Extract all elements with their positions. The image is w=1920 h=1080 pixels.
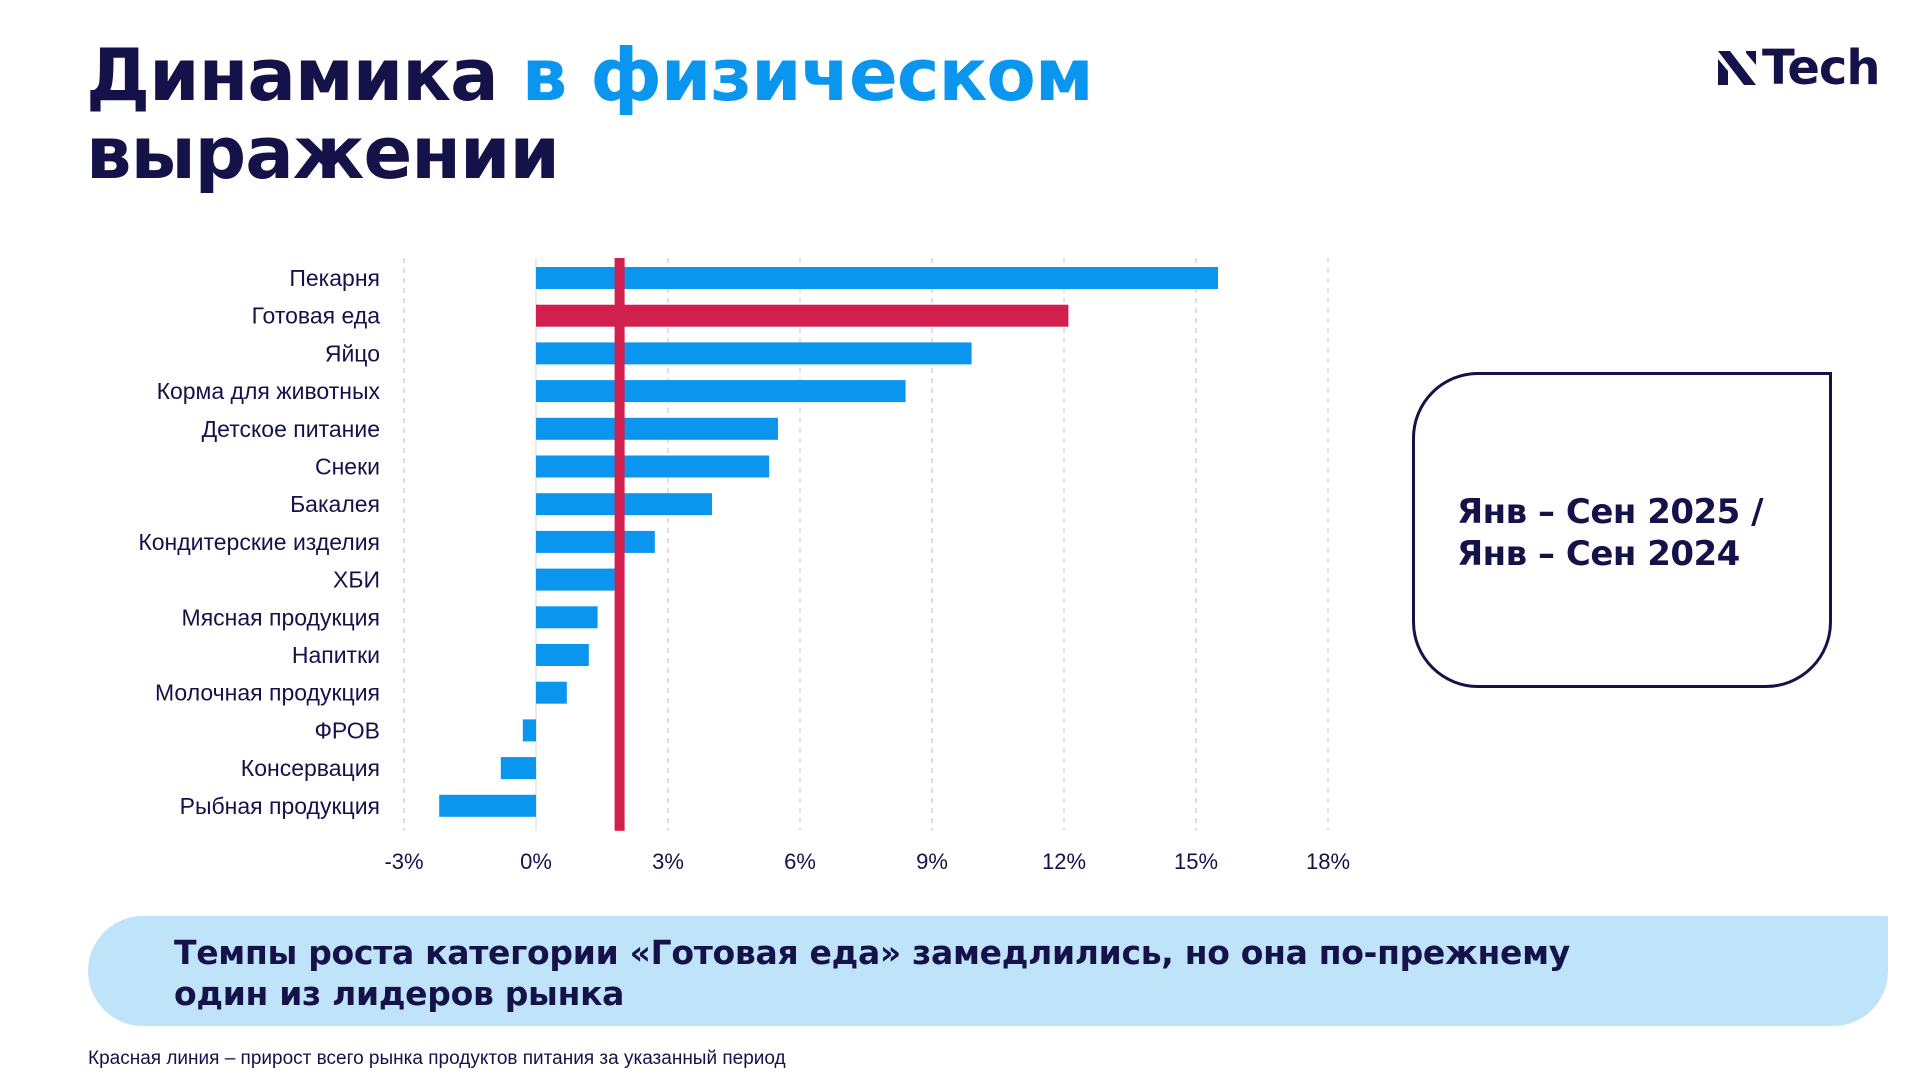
period-line2: Янв – Сен 2024 (1457, 534, 1740, 574)
category-label: Корма для животных (157, 378, 381, 404)
category-label: Напитки (292, 642, 380, 668)
bar (536, 455, 770, 478)
bar (522, 719, 536, 742)
bar (536, 568, 616, 591)
market-growth-line (614, 258, 625, 831)
x-tick-label: 9% (916, 849, 948, 874)
category-label: Мясная продукция (182, 604, 380, 630)
category-label: Рыбная продукция (180, 793, 380, 819)
category-label: Кондитерские изделия (138, 529, 380, 555)
bar (536, 681, 567, 704)
period-line1: Янв – Сен 2025 / (1457, 492, 1764, 532)
banner-line2: один из лидеров рынка (174, 974, 625, 1013)
category-label: Готовая еда (252, 303, 381, 329)
title-part2: в физическом (521, 33, 1094, 117)
x-tick-label: -3% (384, 849, 423, 874)
category-label: Бакалея (290, 491, 380, 517)
bar (536, 267, 1218, 289)
banner-line1: Темпы роста категории «Готовая еда» заме… (174, 933, 1570, 972)
bar (439, 794, 536, 817)
bar (536, 530, 655, 553)
bar (536, 342, 972, 365)
page-title: Динамика в физическом выражении (86, 33, 1094, 195)
category-label: Снеки (315, 454, 380, 480)
x-tick-label: 6% (784, 849, 816, 874)
bar (536, 380, 906, 403)
banner-text: Темпы роста категории «Готовая еда» заме… (174, 932, 1570, 1014)
n-logo-icon (1718, 51, 1756, 85)
bar-chart: Пекарня Готовая еда Яйцо Корма для животных… (138, 258, 1350, 874)
title-part1: Динамика (86, 33, 499, 117)
title-line2: выражении (86, 111, 560, 195)
category-label: Детское питание (202, 416, 380, 442)
x-tick-label: 15% (1174, 849, 1218, 874)
category-label: Яйцо (325, 340, 380, 366)
bar (536, 606, 598, 629)
bar (536, 304, 1069, 327)
footnote: Красная линия – прирост всего рынка прод… (88, 1048, 786, 1069)
bar (536, 644, 589, 666)
category-label: Пекарня (289, 265, 380, 291)
category-label: Молочная продукция (155, 680, 380, 706)
category-label: ФРОВ (314, 717, 380, 743)
bar (500, 757, 536, 780)
period-box: Янв – Сен 2025 / Янв – Сен 2024 (1412, 372, 1832, 688)
logo: Tech (1716, 40, 1881, 96)
conclusion-banner: Темпы роста категории «Готовая еда» заме… (88, 916, 1888, 1026)
category-label: Консервация (241, 755, 380, 781)
x-tick-label: 18% (1306, 849, 1350, 874)
x-tick-label: 12% (1042, 849, 1086, 874)
x-tick-label: 3% (652, 849, 684, 874)
x-tick-label: 0% (520, 849, 552, 874)
period-text: Янв – Сен 2025 / Янв – Сен 2024 (1457, 491, 1764, 575)
logo-text: Tech (1762, 40, 1881, 96)
bar (536, 417, 778, 440)
category-label: ХБИ (333, 567, 380, 593)
